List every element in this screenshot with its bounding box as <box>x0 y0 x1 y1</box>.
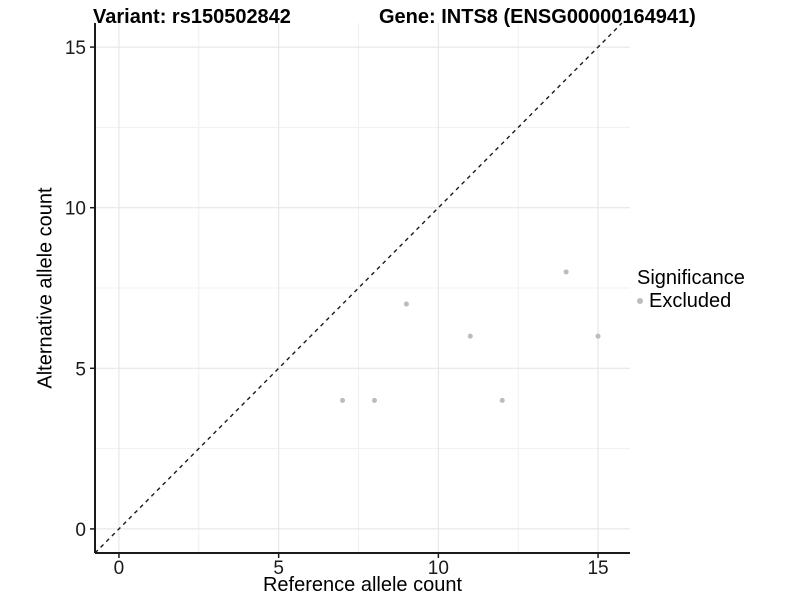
data-point <box>467 333 473 339</box>
y-tick-label: 15 <box>65 38 86 59</box>
data-point <box>340 397 346 403</box>
legend-point-icon <box>637 298 643 304</box>
legend: Significance Excluded <box>637 266 745 312</box>
legend-item-label: Excluded <box>649 290 732 312</box>
x-tick-label: 0 <box>114 558 125 579</box>
legend-title: Significance <box>637 267 745 289</box>
data-point <box>595 333 601 339</box>
data-point <box>403 301 409 307</box>
data-point <box>371 397 377 403</box>
plot-title-gene: Gene: INTS8 (ENSG00000164941) <box>379 6 696 28</box>
x-axis-title: Reference allele count <box>262 574 462 596</box>
data-point <box>499 397 505 403</box>
plot-title-variant: Variant: rs150502842 <box>93 6 291 28</box>
y-tick-label: 10 <box>65 199 86 220</box>
legend-item-excluded: Excluded <box>637 290 745 312</box>
y-tick-label: 0 <box>75 520 86 541</box>
x-tick-label: 10 <box>428 558 449 579</box>
y-tick-label: 5 <box>75 359 86 380</box>
x-tick-label: 15 <box>587 558 608 579</box>
y-axis-title: Alternative allele count <box>34 187 57 389</box>
x-tick-label: 5 <box>273 558 284 579</box>
data-point <box>563 269 569 275</box>
